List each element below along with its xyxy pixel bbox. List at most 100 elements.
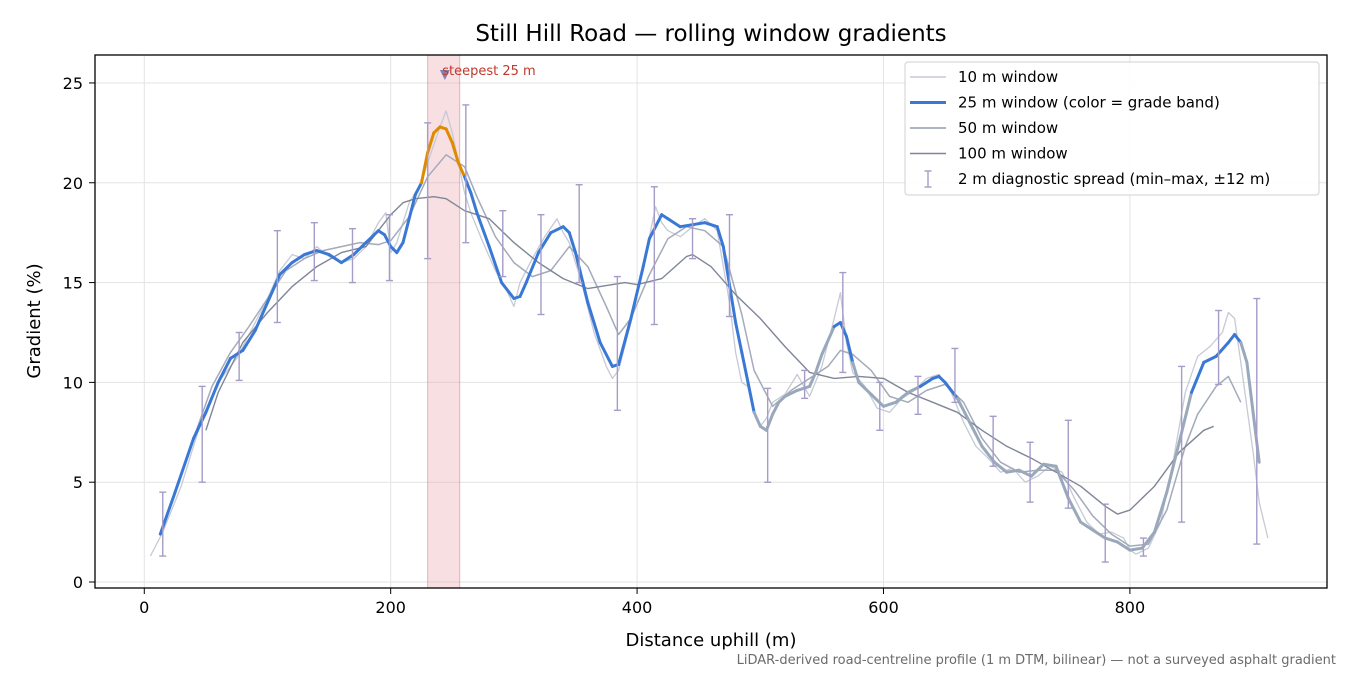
- series-25m-segment: [845, 335, 855, 364]
- error-bar: [348, 227, 356, 284]
- series-25m-segment: [401, 193, 417, 245]
- series-10m-line: [149, 110, 1269, 557]
- series-25m-segment: [882, 400, 898, 408]
- series-25m-segment: [426, 131, 436, 155]
- y-tick-label: 25: [63, 74, 83, 93]
- series-25m-segment: [783, 388, 799, 398]
- error-bar: [385, 214, 393, 282]
- series-25m-segment: [450, 141, 460, 165]
- x-tick-label: 0: [139, 598, 149, 617]
- error-bar: [764, 387, 772, 483]
- error-bar: [839, 271, 847, 374]
- y-tick-label: 0: [73, 573, 83, 592]
- axis-ticks: 0 200 400 600 800 0 5 10 15 20 25: [63, 74, 1146, 617]
- series-25m-segment: [1140, 530, 1156, 550]
- series-25m-segment: [629, 265, 645, 320]
- series-25m-segment: [1239, 341, 1249, 364]
- series-25m-segment: [229, 348, 245, 360]
- series-25m-segment: [173, 436, 196, 494]
- legend-item-25m: 25 m window (color = grade band): [910, 94, 1220, 112]
- y-tick-label: 20: [63, 174, 83, 193]
- error-bar: [951, 347, 959, 404]
- series-25m-segment: [315, 249, 331, 257]
- x-tick-label: 200: [375, 598, 406, 617]
- y-tick-label: 15: [63, 274, 83, 293]
- error-bar: [198, 385, 206, 483]
- error-bar: [499, 210, 507, 278]
- error-bar: [235, 331, 243, 382]
- series-25m-segment: [586, 301, 602, 344]
- error-bar: [1139, 537, 1147, 557]
- legend-box: [904, 61, 1320, 196]
- series-25m-segment: [715, 225, 725, 249]
- series-25m-segment: [1103, 536, 1120, 544]
- series-25m-segment: [771, 400, 781, 416]
- x-axis-label: Distance uphill (m): [626, 630, 797, 651]
- series-25m-segment: [1226, 333, 1237, 344]
- series-25m-segment: [253, 301, 269, 332]
- steepest-annotation: steepest 25 m: [442, 64, 535, 79]
- series-25m-segment: [413, 181, 423, 197]
- series-25m-segment: [290, 253, 306, 265]
- error-bar: [462, 104, 470, 244]
- y-axis-label: Gradient (%): [24, 263, 45, 378]
- error-bar: [914, 375, 922, 416]
- series-25m-segment: [1017, 468, 1033, 478]
- x-tick-label: 800: [1115, 598, 1146, 617]
- legend-item-spread: 2 m diagnostic spread (min–max, ±12 m): [924, 170, 1270, 188]
- series-25m-segment: [456, 161, 467, 179]
- series-25m-segment: [1128, 546, 1144, 552]
- series-25m-segment: [1005, 468, 1021, 474]
- series-25m-segment: [641, 237, 651, 269]
- series-25m-segment: [1202, 354, 1218, 364]
- series-25m-segment: [955, 396, 972, 424]
- series-25m-segment: [524, 251, 540, 285]
- series-25m-segment: [1116, 540, 1132, 552]
- legend-label: 25 m window (color = grade band): [958, 94, 1220, 112]
- series-25m-segment: [1165, 440, 1181, 494]
- legend-label: 100 m window: [958, 145, 1068, 163]
- y-tick-label: 5: [73, 473, 83, 492]
- x-tick-label: 400: [622, 598, 653, 617]
- series-25m-segment: [204, 380, 220, 414]
- legend-item-100m: 100 m window: [910, 145, 1068, 163]
- series-25m-segment: [647, 213, 664, 241]
- series-25m-segment: [894, 390, 910, 404]
- series-25m-segment: [549, 225, 565, 235]
- series-25m-segment: [814, 352, 824, 374]
- error-bar: [1101, 503, 1109, 563]
- series-25m-segment: [352, 241, 368, 257]
- series-25m-segment: [666, 217, 682, 229]
- series-25m-segment: [598, 341, 614, 368]
- series-25m-segment: [500, 281, 516, 300]
- series-25m-segment: [980, 444, 996, 464]
- series-25m-segment: [1066, 496, 1083, 524]
- diagnostic-error-bars: [159, 104, 1261, 563]
- series-25m-segment: [1091, 528, 1107, 540]
- series-25m-segment: [278, 261, 294, 277]
- series-25m-segment: [1079, 520, 1095, 532]
- legend-item-50m: 50 m window: [910, 119, 1058, 137]
- series-25m-segment: [918, 376, 935, 388]
- series-25m-segment: [740, 350, 750, 384]
- series-25m-segment: [574, 251, 590, 304]
- error-bar: [689, 217, 697, 260]
- series-25m-segment: [691, 221, 707, 227]
- error-bar: [876, 381, 884, 431]
- series-25m-segment: [851, 360, 861, 384]
- series-25m-segment: [678, 223, 694, 229]
- series-25m-segment: [752, 410, 762, 428]
- series-50m-line: [174, 154, 1242, 547]
- plot-frame: [94, 54, 1328, 589]
- series-25m-segment: [518, 281, 528, 298]
- x-tick-label: 600: [868, 598, 899, 617]
- error-bar: [1215, 309, 1223, 386]
- series-25m-segment: [420, 151, 430, 185]
- series-25m-segment: [1042, 462, 1058, 468]
- series-25m-segment: [444, 127, 454, 145]
- series-25m-segment: [734, 321, 744, 354]
- series-25m-segment: [617, 317, 633, 366]
- series-25m-segment: [364, 229, 380, 245]
- error-bar: [537, 214, 545, 316]
